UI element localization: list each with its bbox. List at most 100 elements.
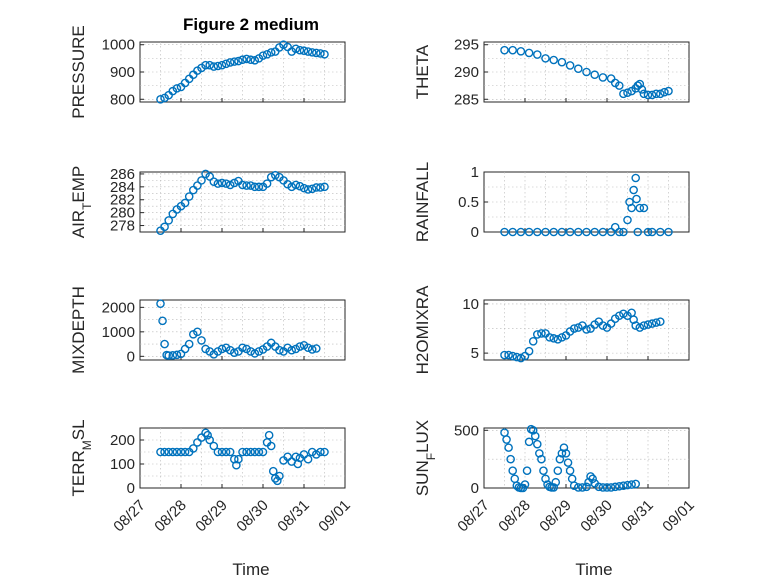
x-axis-label-right: Time	[575, 560, 612, 579]
axes-1-data-point	[172, 84, 182, 93]
axes-1-data-point	[316, 49, 325, 58]
axes-7-data-point	[258, 447, 268, 457]
axes-2-data-point	[590, 70, 600, 80]
axes-8-data-point	[619, 481, 628, 490]
axes-8-data-point	[506, 454, 515, 464]
axes-6-data-point	[500, 350, 509, 360]
axes-7-data-point	[238, 447, 247, 457]
axes-5-ytick-label: 1000	[102, 324, 135, 341]
axes-2-data-point	[637, 85, 647, 94]
x-axis-label-left: Time	[232, 560, 269, 579]
axes-2-data-point	[549, 55, 559, 65]
axes-3-data-point	[316, 183, 325, 192]
axes-4-data-point	[633, 227, 643, 237]
axes-5-data-point	[172, 350, 182, 360]
axes-7-xtick-label: 09/01	[315, 497, 354, 536]
axes-4-ytick-label: 0.5	[458, 194, 479, 211]
axes-1-data-point	[299, 46, 309, 56]
axes-4-data-point	[574, 227, 583, 237]
axes-8-data-point	[623, 480, 632, 490]
axes-8-xtick-label: 08/30	[577, 497, 616, 536]
axes-1-data-point	[258, 51, 268, 60]
axes-8-data-point	[627, 480, 636, 489]
axes-8-data-point	[549, 483, 559, 492]
axes-4-data-point	[590, 227, 600, 237]
axes-6-frame	[483, 299, 690, 361]
axes-4-data-point	[549, 227, 559, 237]
axes-3-data-point	[160, 222, 169, 232]
axes-8-data-point	[557, 449, 567, 458]
axes-8-xtick-label: 08/28	[495, 497, 534, 536]
axes-1-data-point	[295, 45, 305, 55]
axes-7-data-point	[203, 430, 212, 440]
axes-4-data-point	[639, 203, 649, 213]
axes-2-data-point	[635, 79, 645, 89]
axes-4-data-point	[631, 173, 641, 183]
axes-2-data-point	[533, 50, 542, 59]
axes-3-ytick-label: 280	[110, 205, 135, 222]
axes-5-ytick-label: 2000	[102, 299, 135, 316]
axes-7-data-point	[242, 447, 251, 457]
axes-2-data-point	[541, 54, 550, 63]
axes-1-data-point	[250, 55, 260, 65]
axes-6-ylabel: H2OMIXRA	[413, 285, 432, 374]
axes-8-data-point	[502, 435, 511, 444]
axes-5-data-point	[287, 345, 297, 355]
axes-7-data-point	[213, 447, 223, 457]
axes-8-data-point	[610, 482, 620, 492]
axes-4-data-point	[615, 227, 624, 237]
axes-4-data-point	[508, 227, 518, 237]
axes-1-data-point	[217, 60, 227, 70]
axes-2-data-point	[582, 67, 591, 77]
axes-1-data-point	[242, 54, 251, 64]
axes-1-data-point	[246, 55, 255, 65]
axes-3-data-point	[246, 181, 255, 190]
axes-1-data-point	[320, 49, 329, 59]
axes-1-data-point	[311, 48, 321, 58]
axes-6-data-point	[569, 324, 579, 333]
axes-1-data-point	[221, 59, 231, 69]
axes-3-data-point	[303, 185, 313, 194]
axes-8-data-point	[561, 449, 571, 458]
axes-3-data-point	[197, 176, 206, 185]
axes-8-data-point	[588, 474, 597, 484]
axes-7-data-point	[250, 447, 260, 457]
axes-6-data-point	[656, 317, 665, 326]
axes-2-data-point	[598, 73, 608, 82]
axes-1-data-point	[279, 40, 288, 50]
axes-4-ytick-label: 0	[471, 224, 479, 241]
axes-8-data-point	[631, 479, 641, 489]
axes-2-data-point	[615, 81, 624, 90]
axes-7-ytick-label: 200	[110, 432, 135, 449]
axes-8-data-point	[615, 481, 624, 491]
axes-3-data-point	[299, 183, 309, 193]
axes-7-xtick-label: 08/30	[233, 497, 272, 536]
axes-7-data-point	[217, 447, 227, 457]
axes-1-data-point	[209, 62, 219, 71]
axes-4-data-point	[635, 203, 645, 213]
axes-4-data-point	[533, 227, 542, 237]
axes-4-frame	[483, 171, 690, 233]
axes-5-data-point	[295, 342, 305, 351]
axes-3-data-point	[184, 192, 194, 201]
axes-2-data-point	[639, 89, 649, 99]
axes-8-xtick-label: 09/01	[659, 497, 698, 536]
axes-6-data-point	[598, 321, 608, 330]
axes-4-data-point	[623, 215, 632, 225]
axes-4-data-point	[557, 227, 567, 237]
axes-5-data-point	[193, 327, 202, 337]
axes-3-data-point	[217, 178, 227, 188]
axes-8-data-point	[582, 482, 591, 492]
axes-3-data-point	[205, 172, 214, 181]
axes-8-data-point	[535, 449, 544, 458]
axes-6-data-point	[545, 333, 554, 342]
axes-3-data-point	[180, 198, 190, 208]
axes-5-data-point	[275, 345, 284, 355]
axes-3-data-point	[295, 181, 305, 191]
axes-4-data-point	[647, 227, 657, 237]
axes-6-data-point	[528, 337, 538, 346]
axes-3-ytick-label: 286	[110, 166, 135, 183]
axes-8-data-point	[539, 466, 548, 475]
axes-6-data-point	[557, 333, 567, 342]
